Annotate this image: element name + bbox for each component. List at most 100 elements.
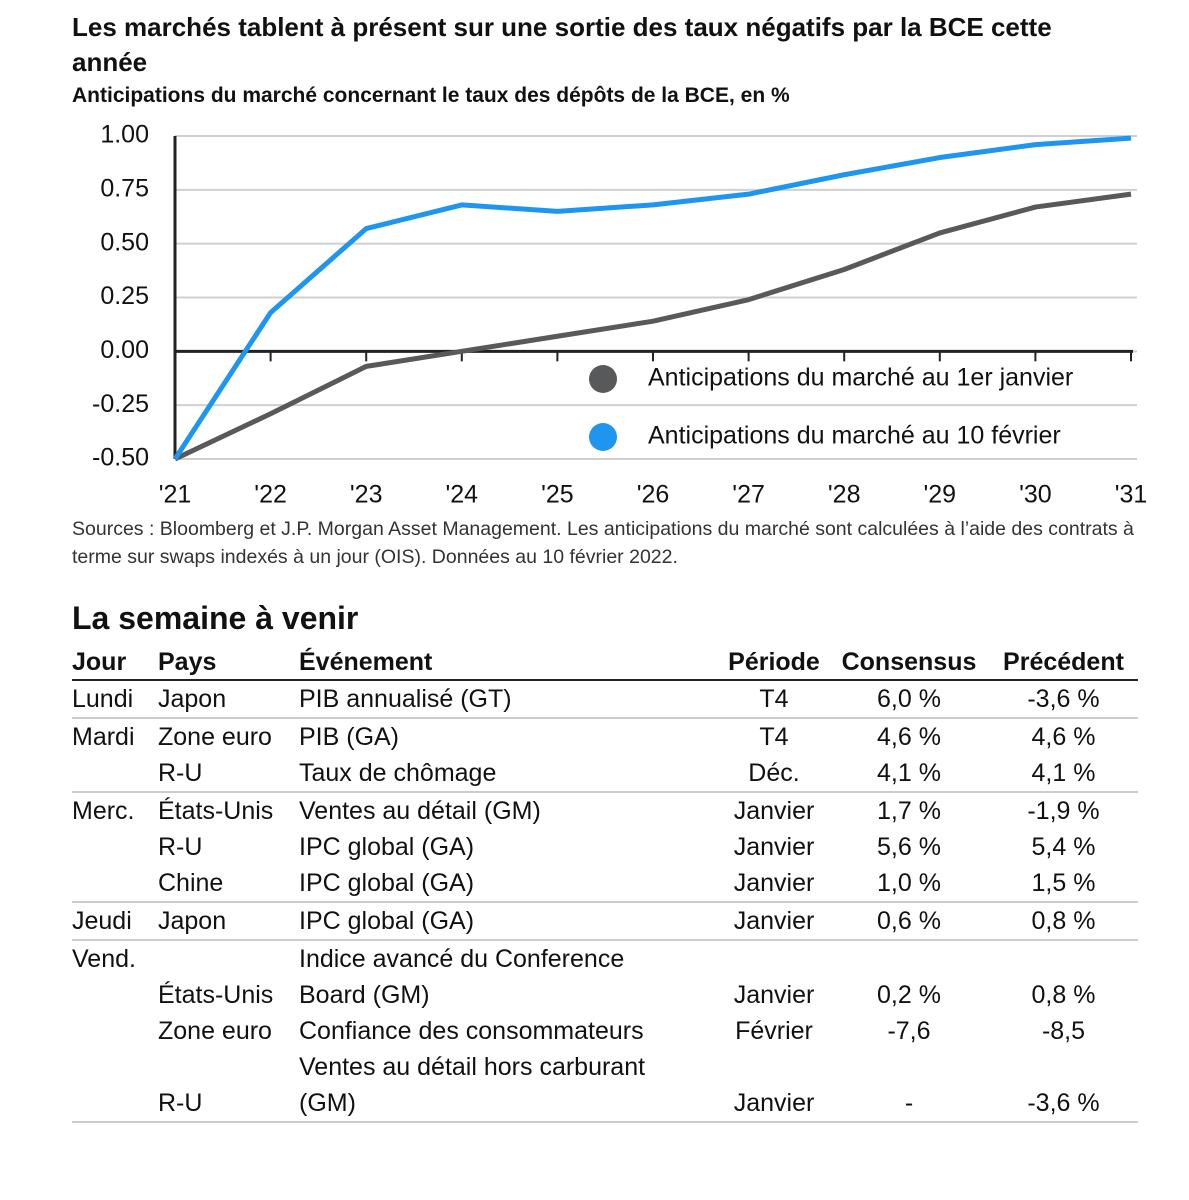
table-row: Vend. États-Unis Indice avancé du Conferen…	[72, 939, 1138, 1013]
table-cell	[72, 1049, 158, 1123]
table-cell: 1,5 %	[1031, 869, 1096, 897]
table-cell: 4,1 %	[877, 759, 941, 787]
table-row: Mardi Zone euro PIB (GA) T4 4,6 % 4,6 %	[72, 717, 1138, 755]
legend-swatch	[589, 423, 617, 451]
table-cell: Janvier	[733, 869, 815, 897]
chart-title: Les marchés tablent à présent sur une so…	[72, 12, 1052, 77]
x-tick-label: '28	[828, 481, 861, 509]
table-cell: Taux de chômage	[299, 759, 497, 787]
x-tick-label: '27	[732, 481, 765, 509]
table-cell: Ventes au détail (GM)	[299, 791, 719, 829]
table-cell: Jeudi	[72, 901, 158, 940]
table-row: Zone euro Confiance des consommateurs Févr…	[72, 1013, 1138, 1049]
table-row: Lundi Japon PIB annualisé (GT) T4 6,0 % -3,6 …	[72, 679, 1138, 718]
y-tick-label: 1.00	[100, 121, 149, 149]
table-row: Merc. États-Unis Ventes au détail (GM) Janv…	[72, 791, 1138, 829]
table-cell: 1,0 %	[877, 869, 941, 897]
y-tick-label: 0.00	[100, 336, 149, 364]
table-cell: Zone euro	[158, 1017, 272, 1045]
series-line	[172, 135, 1132, 461]
column-header: Période	[719, 645, 829, 681]
table-row: Chine IPC global (GA) Janvier 1,0 % 1,5 %	[72, 865, 1138, 902]
table-cell	[72, 865, 158, 902]
table-cell: Janvier	[719, 1049, 829, 1123]
column-header: Précédent	[989, 645, 1138, 681]
table-body: Lundi Japon PIB annualisé (GT) T4 6,0 % -3,6 …	[72, 679, 1138, 1123]
table-cell: T4	[719, 717, 829, 755]
table-cell: PIB annualisé (GT)	[299, 679, 719, 718]
table-cell	[72, 755, 158, 792]
y-tick-label: 0.25	[100, 282, 149, 310]
header-row: Jour Pays Événement Période Consensus Précéde…	[72, 645, 1138, 681]
table-cell: 0,8 %	[989, 901, 1138, 940]
table-cell: Vend.	[72, 939, 158, 1013]
table-title: La semaine à venir	[72, 600, 359, 636]
table-cell: -1,9 %	[989, 791, 1138, 829]
table-cell: IPC global (GA)	[299, 833, 475, 861]
table-cell: Lundi	[72, 679, 158, 718]
table-cell: R-U	[158, 759, 203, 787]
table-cell: 4,6 %	[829, 717, 989, 755]
table-cell: Mardi	[72, 717, 158, 755]
legend-swatch	[589, 365, 617, 393]
table-cell: 5,6 %	[877, 833, 941, 861]
table-cell: États-Unis	[158, 939, 299, 1013]
table-cell: T4	[719, 679, 829, 718]
column-header: Jour	[72, 645, 158, 681]
table-cell: Janvier	[733, 833, 815, 861]
table-cell: -8,5	[1041, 1017, 1086, 1045]
chart-subtitle: Anticipations du marché concernant le ta…	[72, 84, 790, 107]
x-tick-label: '22	[254, 481, 287, 509]
column-header: Consensus	[829, 645, 989, 681]
table-cell: -	[829, 1049, 989, 1123]
x-tick-label: '26	[637, 481, 670, 509]
table-cell: -3,6 %	[989, 1049, 1138, 1123]
table-cell: Janvier	[719, 901, 829, 940]
y-tick-label: 0.75	[100, 174, 149, 202]
column-header: Événement	[299, 645, 719, 681]
x-tick-label: '31	[1115, 481, 1148, 509]
y-tick-label: 0.50	[100, 228, 149, 256]
column-header: Pays	[158, 645, 299, 681]
table-cell: Février	[735, 1017, 813, 1045]
chart: -0.50 -0.25 0.00 0.25 0.50 0.75 1.00 '21 '22 '23 '…	[92, 121, 1148, 509]
y-tick-label: -0.50	[92, 444, 149, 472]
series-line	[173, 191, 1132, 462]
table-row: R-U IPC global (GA) Janvier 5,6 % 5,4 %	[72, 829, 1138, 865]
table-cell: IPC global (GA)	[299, 901, 719, 940]
table-cell: Japon	[158, 901, 299, 940]
table-row: R-U Taux de chômage Déc. 4,1 % 4,1 %	[72, 755, 1138, 792]
table-cell: -3,6 %	[989, 679, 1138, 718]
table-cell: Chine	[158, 869, 224, 897]
table-cell: Merc.	[72, 791, 158, 829]
table-cell: Japon	[158, 679, 299, 718]
x-tick-label: '30	[1019, 481, 1052, 509]
x-tick-label: '24	[446, 481, 479, 509]
table-row: Jeudi Japon IPC global (GA) Janvier 0,6 % 0,8…	[72, 901, 1138, 940]
table-cell: Déc.	[748, 759, 800, 787]
table-cell: 6,0 %	[829, 679, 989, 718]
table-cell: 4,6 %	[989, 717, 1138, 755]
table-cell: 5,4 %	[1031, 833, 1096, 861]
table-cell: IPC global (GA)	[299, 869, 475, 897]
table-cell: Zone euro	[158, 717, 299, 755]
table-row: R-U Ventes au détail hors carburant (GM) J…	[72, 1049, 1138, 1123]
y-tick-label: -0.25	[92, 390, 149, 418]
table-cell: Confiance des consommateurs	[299, 1017, 644, 1045]
x-tick-label: '29	[924, 481, 957, 509]
table-cell: Ventes au détail hors carburant (GM)	[299, 1049, 719, 1123]
legend-label: Anticipations du marché au 10 février	[648, 422, 1061, 450]
table-cell: Indice avancé du Conference Board (GM)	[299, 939, 719, 1013]
table-cell: États-Unis	[158, 791, 299, 829]
legend-label: Anticipations du marché au 1er janvier	[648, 364, 1073, 392]
table-cell: 0,6 %	[829, 901, 989, 940]
source-note: Sources : Bloomberg et J.P. Morgan Asset…	[72, 518, 1134, 568]
table-cell: Janvier	[719, 791, 829, 829]
table-cell: -7,6	[887, 1017, 931, 1045]
x-tick-label: '21	[159, 481, 192, 509]
table-cell	[72, 829, 158, 865]
x-tick-label: '23	[350, 481, 383, 509]
table-cell: 4,1 %	[1031, 759, 1096, 787]
table-cell: 1,7 %	[829, 791, 989, 829]
table-cell: 0,2 %	[829, 939, 989, 1013]
